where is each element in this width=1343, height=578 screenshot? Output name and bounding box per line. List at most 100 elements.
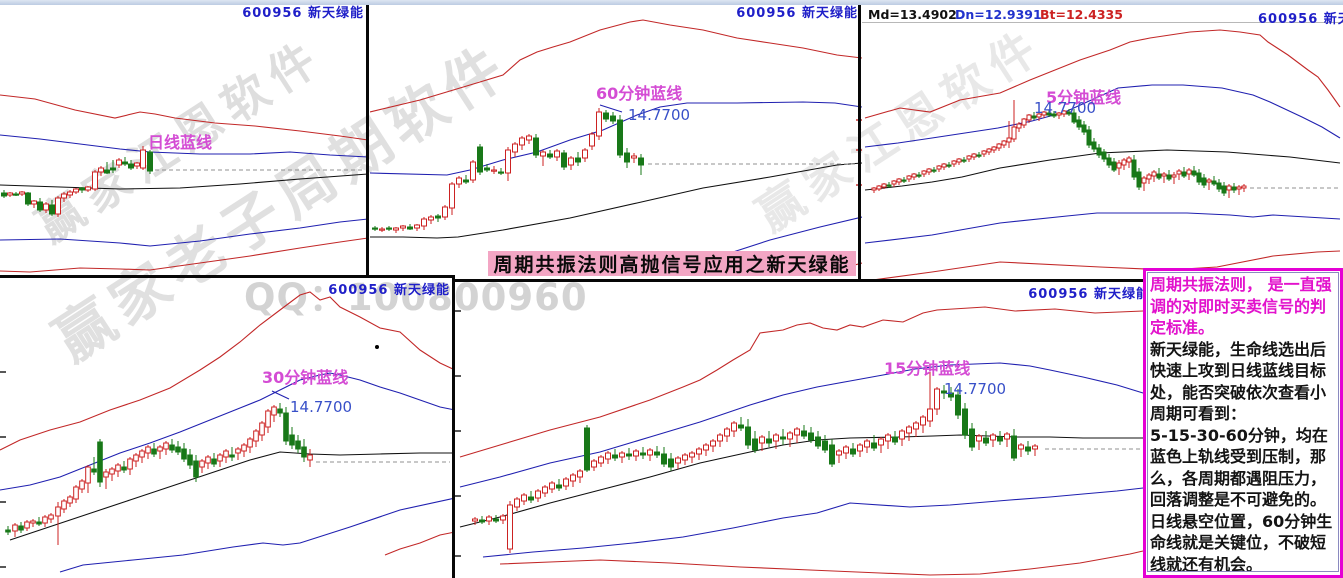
candle-body	[139, 450, 145, 458]
candle-body	[871, 442, 877, 449]
candle-body	[1151, 171, 1157, 177]
candle-body	[1032, 445, 1038, 450]
candle-body	[591, 460, 597, 468]
candle-body	[570, 474, 576, 482]
candle-body	[1091, 141, 1097, 150]
candle-body	[103, 471, 109, 478]
candle-body	[163, 442, 169, 450]
band-blue-lower	[0, 218, 368, 247]
candle-body	[654, 451, 660, 456]
candle-body	[976, 154, 982, 157]
candle-body	[1046, 112, 1052, 116]
candle-body	[969, 428, 975, 448]
candle-body	[717, 434, 723, 442]
daily-plot	[0, 94, 368, 273]
candle-body	[1216, 182, 1222, 190]
band-life-black	[0, 173, 368, 190]
peak-pointer-line	[599, 104, 623, 113]
candle-body	[1051, 113, 1057, 117]
candle-body	[1201, 177, 1207, 186]
candle-body	[211, 458, 217, 465]
candle-body	[857, 444, 863, 452]
candle-body	[259, 422, 265, 436]
candle-body	[277, 408, 283, 414]
note-paragraph-stock: 新天绿能，生命线选出后快速上攻到日线蓝线目标处，能否突破依次查看小周期可看到：	[1150, 339, 1327, 424]
candle-body	[682, 454, 688, 461]
candle-body	[223, 450, 229, 458]
candle-body	[507, 504, 513, 550]
candle-body	[610, 115, 616, 122]
candle-body	[42, 516, 48, 524]
candle-body	[596, 111, 602, 137]
candle-body	[289, 434, 295, 446]
candle-body	[983, 437, 989, 444]
candle-body	[521, 494, 527, 502]
candle-body	[668, 458, 674, 468]
candle-body	[122, 161, 128, 165]
candle-body	[470, 161, 476, 181]
candle-body	[1006, 137, 1012, 143]
candle-body	[19, 191, 25, 195]
candle-body	[67, 496, 73, 504]
candle-body	[134, 162, 140, 167]
candle-body	[1001, 140, 1007, 146]
candle-body	[535, 490, 541, 499]
candle-body	[891, 180, 897, 185]
candle-body	[1086, 129, 1092, 146]
cycle-label-15min: 15分钟蓝线	[884, 359, 971, 378]
candle-body	[1076, 119, 1082, 128]
candle-body	[247, 438, 253, 448]
candle-body	[901, 179, 907, 182]
band-blue-lower	[864, 212, 1341, 244]
candle-body	[1004, 433, 1010, 440]
candle-body	[787, 432, 793, 440]
cursor-dot	[375, 345, 379, 349]
candle-body	[12, 524, 18, 532]
indicator-dn: Dn=12.9391	[955, 7, 1042, 22]
panel-title: 600956 新天绿能	[1028, 287, 1150, 302]
candle-body	[836, 450, 842, 456]
candle-body	[878, 438, 884, 446]
candle-body	[1191, 170, 1197, 176]
candle-body	[605, 452, 611, 460]
candles-group	[871, 100, 1247, 198]
candle-body	[689, 452, 695, 458]
candle-body	[1021, 118, 1027, 126]
candle-body	[1161, 173, 1167, 177]
candle-body	[1131, 159, 1137, 178]
candle-body	[1081, 124, 1087, 133]
candle-body	[575, 157, 581, 163]
candle-body	[400, 225, 406, 229]
band-blue-upper	[0, 134, 368, 158]
candle-body	[217, 454, 223, 462]
cycle-label-5min: 5分钟蓝线	[1046, 88, 1122, 107]
candle-body	[55, 506, 61, 517]
candle-body	[271, 406, 277, 416]
candle-body	[498, 171, 504, 174]
candle-body	[1196, 172, 1202, 183]
candle-body	[619, 452, 625, 458]
candle-body	[479, 519, 485, 523]
candle-body	[948, 392, 954, 398]
candle-body	[876, 185, 882, 190]
candle-body	[991, 146, 997, 151]
candle-body	[379, 228, 385, 231]
candle-body	[253, 430, 259, 442]
candle-body	[61, 500, 67, 510]
candle-body	[1, 192, 7, 197]
candle-body	[533, 137, 539, 156]
candle-body	[554, 150, 560, 158]
candle-body	[808, 432, 814, 441]
candle-body	[582, 149, 588, 159]
candle-body	[1031, 115, 1037, 119]
candle-body	[561, 152, 567, 168]
chart-panel-30min: 600956 新天绿能 30分钟蓝线 14.7700	[0, 277, 455, 578]
candle-body	[631, 155, 637, 159]
candle-body	[91, 468, 97, 473]
candle-body	[1056, 112, 1062, 116]
analysis-note-inner: 周期共振法则， 是一直强调的对即时买卖信号的判定标准。 新天绿能，生命线选出后快…	[1147, 272, 1339, 572]
candles-group	[472, 372, 1038, 553]
candle-body	[372, 227, 378, 230]
candle-body	[1186, 169, 1192, 175]
panel-title: 600956 新天绿能	[1258, 12, 1343, 27]
